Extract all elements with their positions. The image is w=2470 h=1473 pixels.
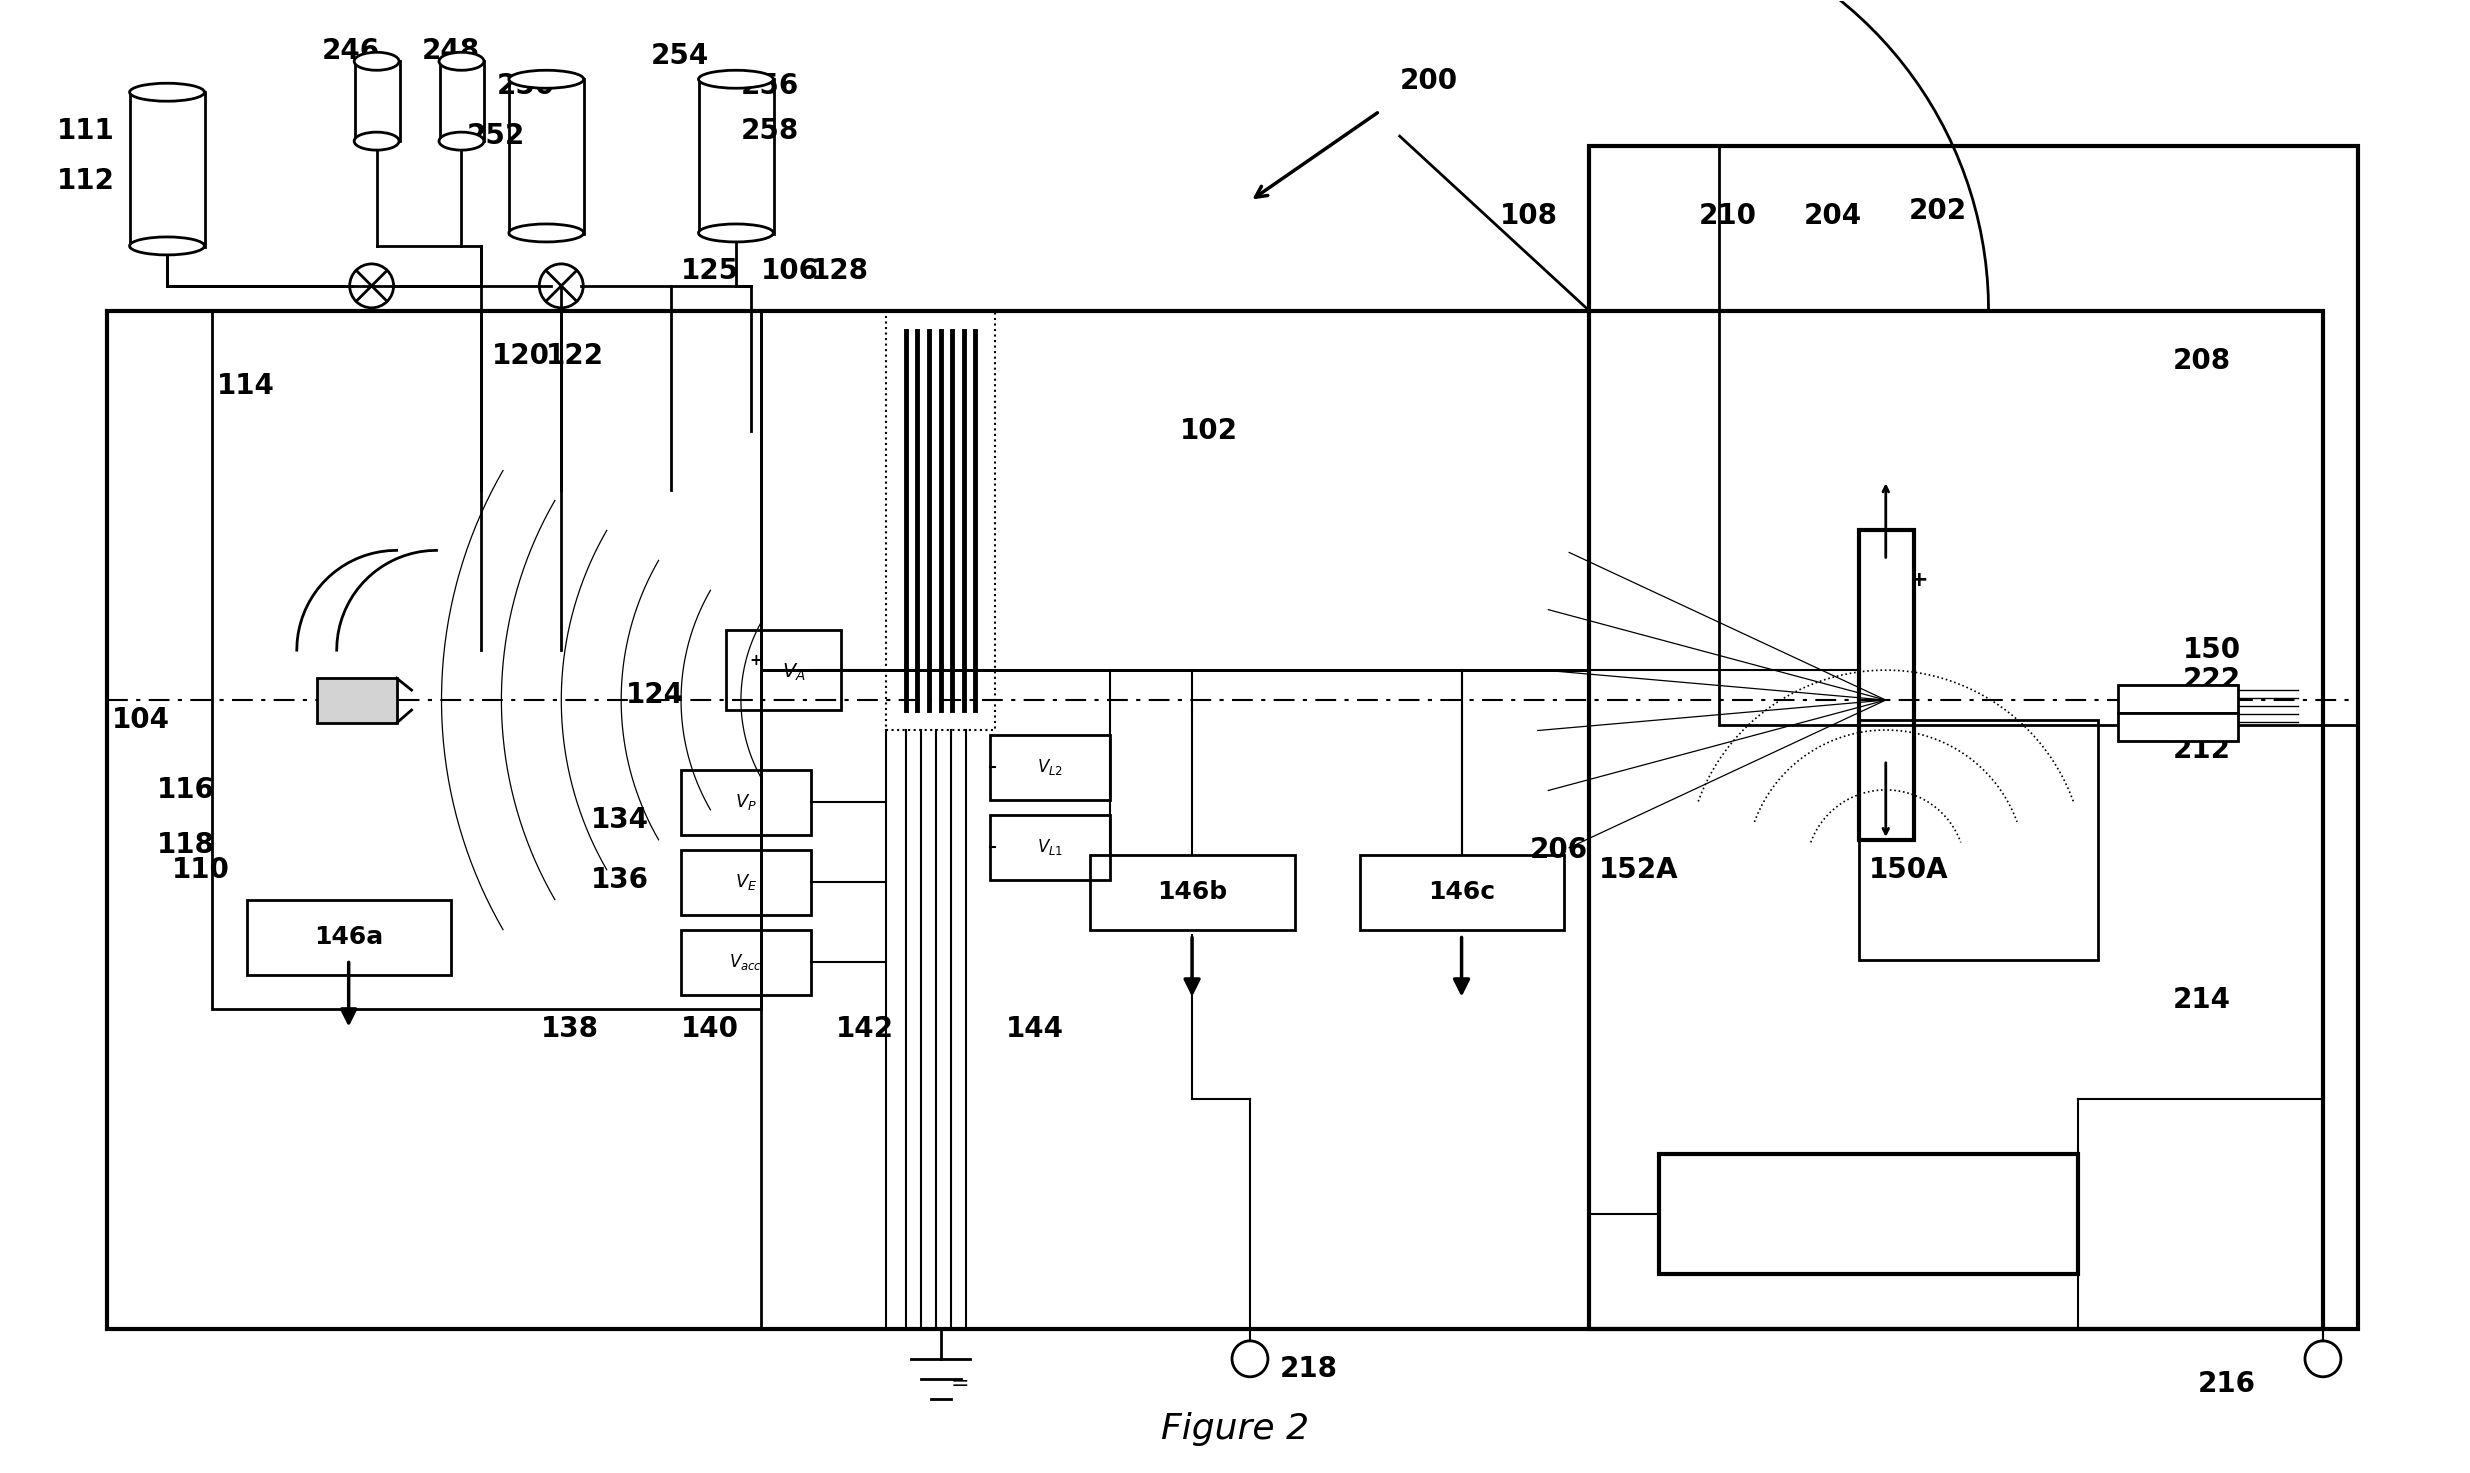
Bar [1089,854,1294,929]
Text: $V_{acc}$: $V_{acc}$ [729,952,763,972]
Bar [1719,146,2359,725]
Text: 140: 140 [682,1015,739,1043]
Text: 134: 134 [590,806,650,834]
Text: 108: 108 [1499,202,1559,230]
Bar [1361,854,1564,929]
Text: 258: 258 [741,118,800,146]
Text: 114: 114 [217,371,274,399]
Bar [990,815,1109,879]
Text: 256: 256 [741,72,800,100]
Bar [1860,720,2100,959]
Text: 210: 210 [1699,202,1756,230]
Bar [106,311,2322,1329]
Text: 150A: 150A [1870,856,1949,884]
Text: 220: 220 [1838,1199,1899,1228]
Bar [699,80,773,234]
Ellipse shape [128,237,205,255]
Bar [2119,685,2238,713]
Text: =: = [951,1374,968,1393]
Text: $V_P$: $V_P$ [736,792,756,812]
Text: 202: 202 [1909,197,1966,225]
Bar [247,900,452,975]
Bar [761,311,1588,670]
Bar [356,62,400,141]
Text: $V_A$: $V_A$ [783,661,805,683]
Text: 122: 122 [546,342,605,370]
Text: 102: 102 [1181,417,1237,445]
Bar [1860,530,1914,840]
Bar [440,62,484,141]
Bar [887,311,995,731]
Text: 152A: 152A [1598,856,1680,884]
Bar [509,80,585,234]
Text: 120: 120 [492,342,548,370]
Text: +: + [1909,570,1929,591]
Ellipse shape [440,133,484,150]
Text: Figure 2: Figure 2 [1161,1411,1309,1445]
Text: 116: 116 [158,776,215,804]
Text: 206: 206 [1529,835,1588,863]
Text: 152: 152 [2183,701,2240,729]
Text: 248: 248 [422,37,479,65]
Text: 214: 214 [2174,985,2230,1013]
Text: 142: 142 [835,1015,894,1043]
Bar [131,93,205,247]
Ellipse shape [440,53,484,71]
Text: 216: 216 [2198,1370,2255,1398]
Text: $V_{L1}$: $V_{L1}$ [1037,837,1065,857]
Text: 104: 104 [111,706,170,734]
Text: 118: 118 [158,831,215,859]
Ellipse shape [509,71,583,88]
Ellipse shape [699,71,773,88]
Text: 144: 144 [1005,1015,1065,1043]
Bar [2119,713,2238,741]
Text: 124: 124 [627,681,684,709]
Text: 220: 220 [1838,1199,1899,1228]
Bar [1588,146,2359,1329]
Text: 222: 222 [2183,666,2240,694]
Text: 111: 111 [57,118,116,146]
Text: $V_E$: $V_E$ [734,872,758,891]
Bar [990,735,1109,800]
Text: 208: 208 [2174,346,2230,374]
Text: 204: 204 [1803,202,1862,230]
Text: 138: 138 [541,1015,600,1043]
Text: 146c: 146c [1428,879,1494,904]
Text: 128: 128 [810,256,869,284]
Text: 254: 254 [652,43,709,71]
Text: 252: 252 [467,122,524,150]
Text: 212: 212 [2174,736,2230,764]
Text: 150: 150 [2183,636,2240,664]
Text: $V_{L2}$: $V_{L2}$ [1037,757,1065,776]
Bar [726,630,840,710]
Ellipse shape [128,84,205,102]
Text: 106: 106 [761,256,820,284]
Bar [682,929,810,994]
Text: 136: 136 [590,866,650,894]
Text: 112: 112 [57,166,116,194]
Bar [316,678,398,723]
Ellipse shape [509,224,583,242]
Text: 200: 200 [1400,68,1457,96]
Text: 246: 246 [321,37,380,65]
Text: 125: 125 [682,256,739,284]
Bar [761,670,1588,1329]
Ellipse shape [353,53,400,71]
Text: 146b: 146b [1156,879,1228,904]
Bar [682,770,810,835]
Text: 218: 218 [1279,1355,1339,1383]
Ellipse shape [699,224,773,242]
Ellipse shape [353,133,400,150]
Bar [1660,1155,2077,1274]
Bar [682,850,810,915]
Text: 110: 110 [173,856,230,884]
Text: +: + [748,653,763,667]
Text: 146a: 146a [314,925,383,949]
Text: 250: 250 [496,72,556,100]
Bar [212,311,761,1009]
